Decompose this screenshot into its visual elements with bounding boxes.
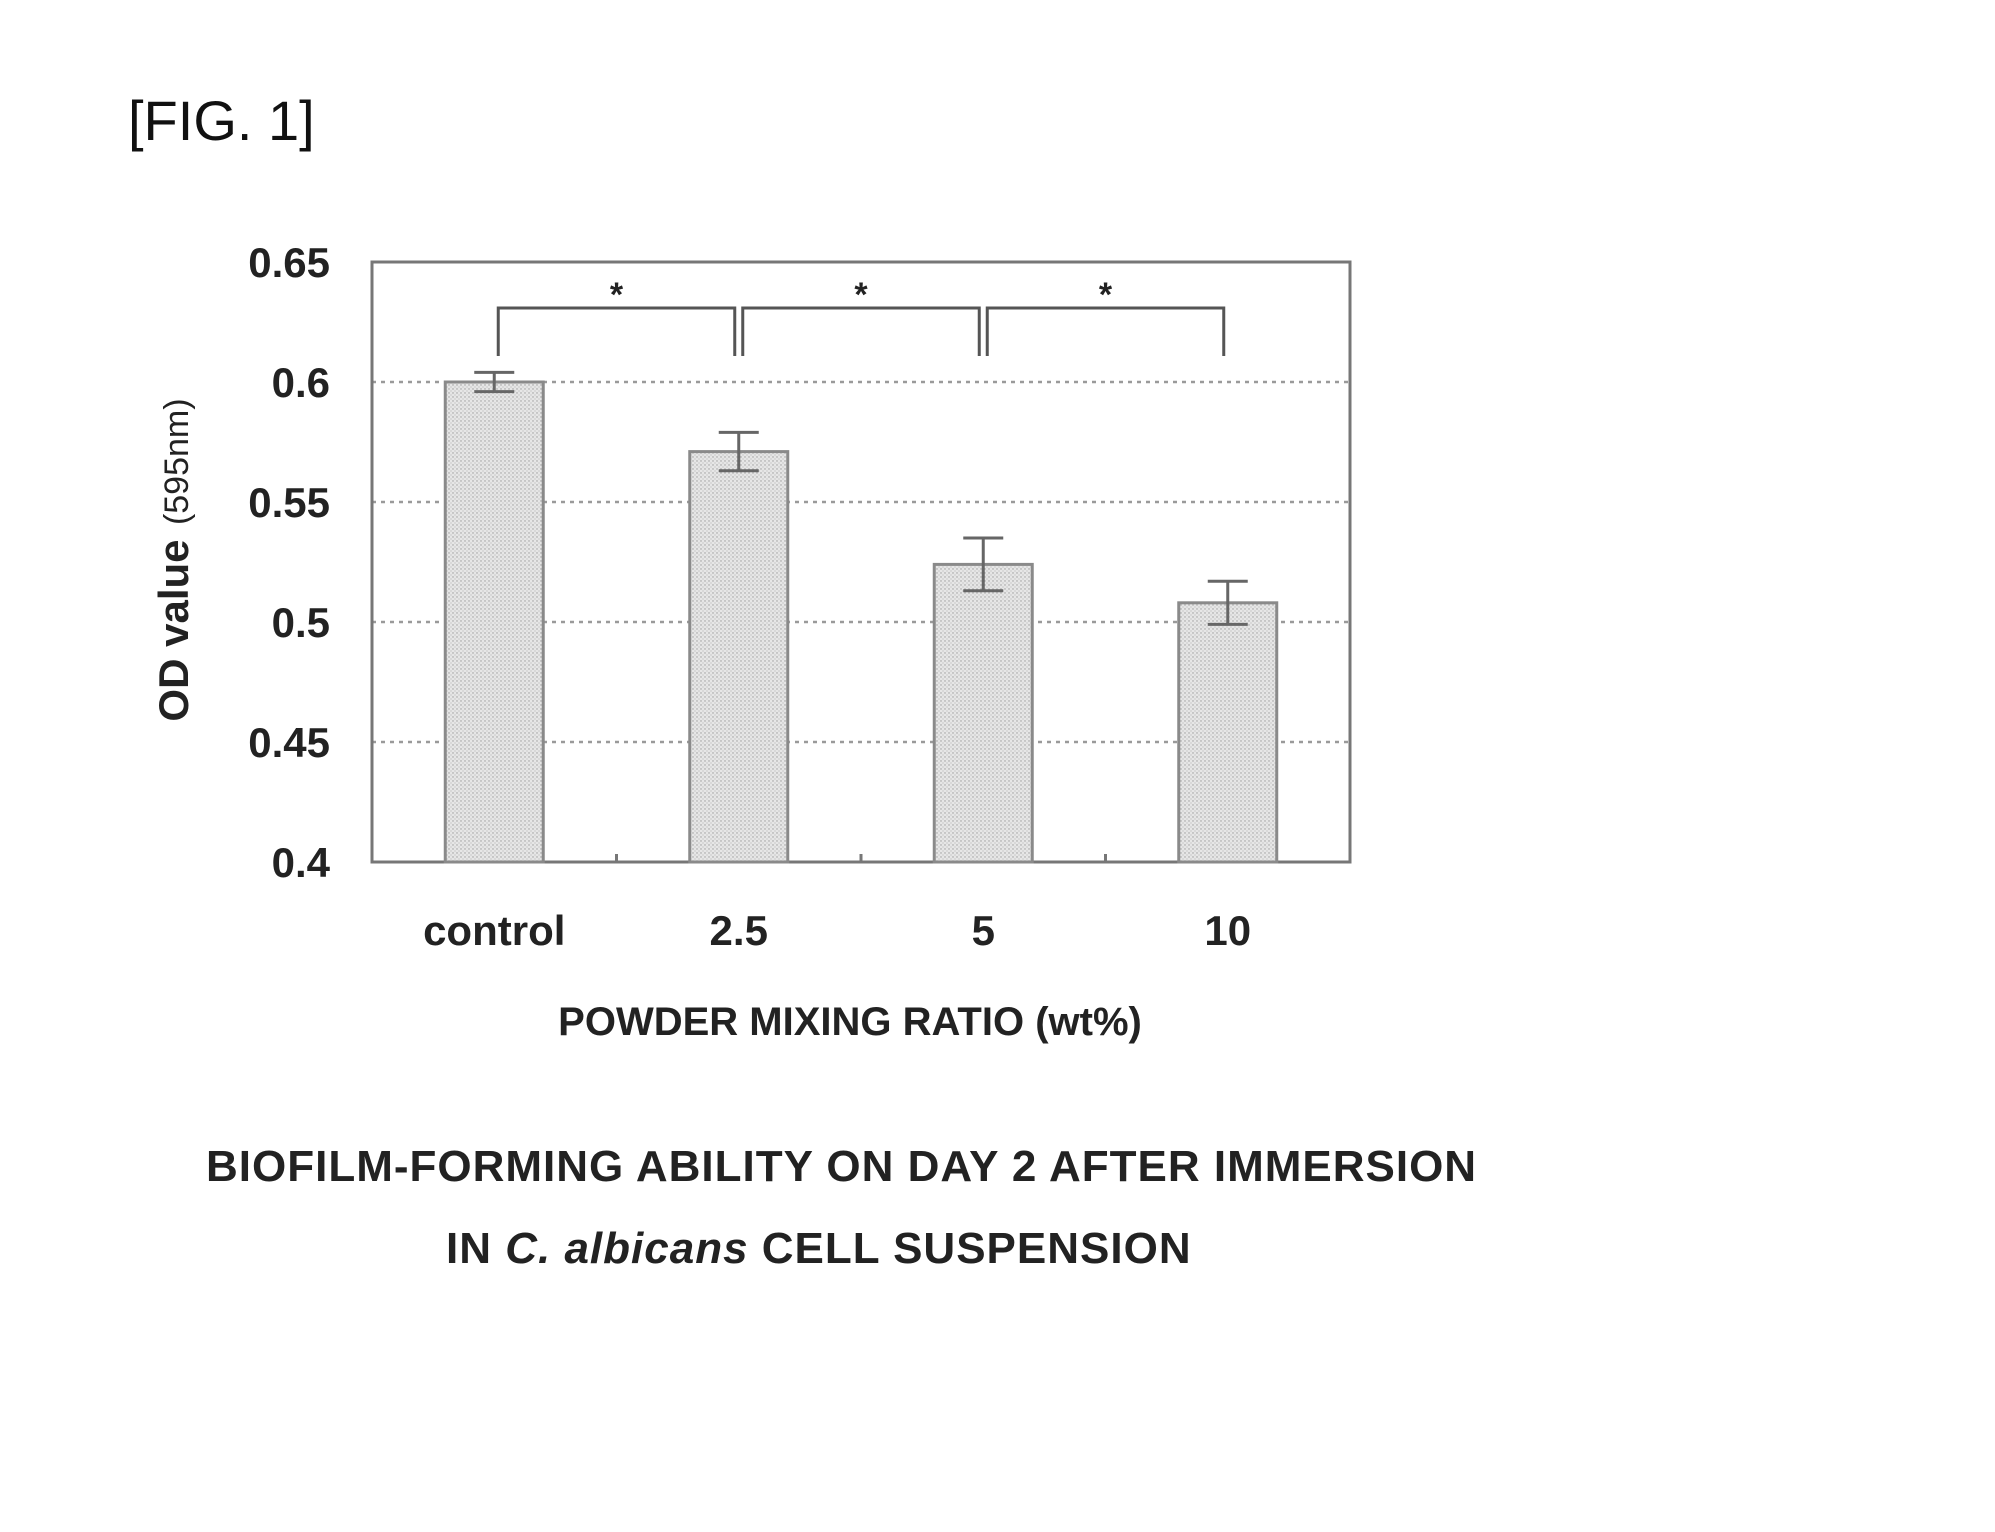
y-tick-label: 0.45 [248,719,330,766]
y-tick-label: 0.55 [248,479,330,526]
bar [445,382,543,862]
x-tick-labels: control 2.5 5 10 [423,907,1251,954]
y-axis-label: OD value (595nm) [150,398,197,721]
significance-bracket [987,308,1224,356]
significance-marker: * [854,276,868,314]
caption-line-1: BIOFILM-FORMING ABILITY ON DAY 2 AFTER I… [206,1142,1477,1192]
significance-marker: * [1099,276,1113,314]
y-axis-label-text: OD value [150,539,197,721]
y-tick-label: 0.65 [248,239,330,286]
bar-chart: *** 0.40.450.50.550.60.65 control2.5510 … [0,0,1995,1100]
bar [934,564,1032,862]
bar [690,452,788,862]
y-tick-label: 0.6 [272,359,330,406]
x-axis-label: POWDER MIXING RATIO (wt%) [558,1000,1142,1044]
caption-line-2: IN C. albicans CELL SUSPENSION [446,1224,1192,1274]
x-tick-label: 2.5 [710,907,768,954]
y-tick-labels: 0.4 0.45 0.5 0.55 0.6 0.65 [248,239,330,886]
caption-organism: C. albicans [505,1224,748,1273]
x-tick-label: 10 [1204,907,1251,954]
error-bars [474,372,1248,624]
x-tick-label: control [423,907,565,954]
y-tick-label: 0.4 [272,839,331,886]
y-tick-label: 0.5 [272,599,330,646]
caption-prefix: IN [446,1224,505,1273]
significance-marker: * [610,276,624,314]
significance-bracket [498,308,735,356]
caption-suffix: CELL SUSPENSION [749,1224,1192,1273]
significance-brackets: * * * [498,276,1224,356]
significance-bracket [743,308,980,356]
bar [1179,603,1277,862]
x-tick-label: 5 [972,907,995,954]
y-axis-label-unit: (595nm) [158,398,196,525]
